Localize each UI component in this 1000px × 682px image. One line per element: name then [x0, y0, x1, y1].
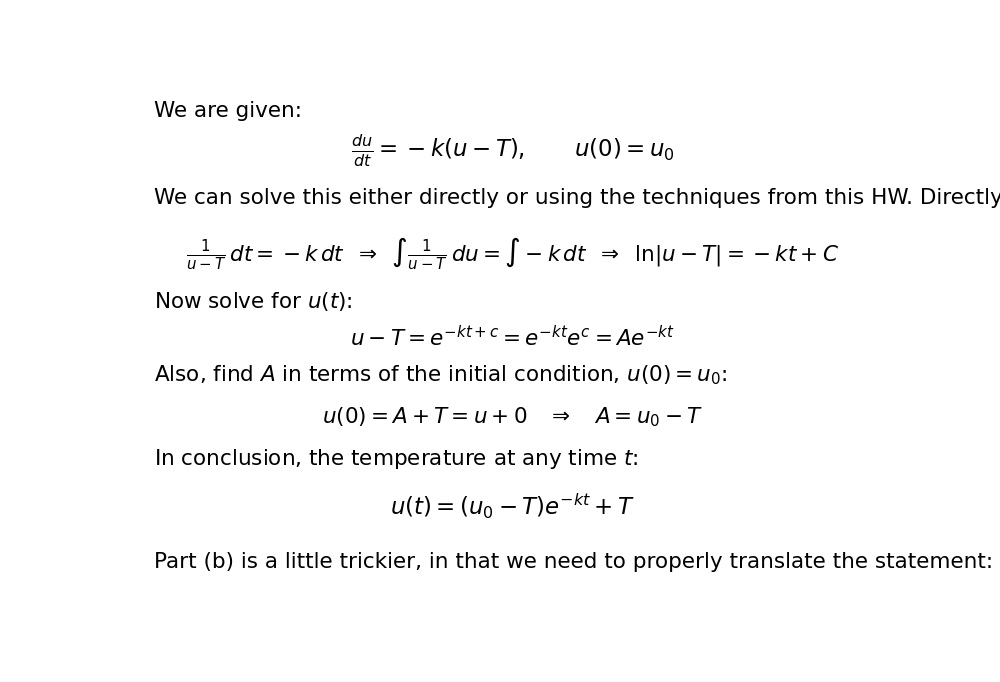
Text: $u(t) = (u_0 - T)e^{-kt} + T$: $u(t) = (u_0 - T)e^{-kt} + T$	[390, 491, 635, 521]
Text: We can solve this either directly or using the techniques from this HW. Directly: We can solve this either directly or usi…	[154, 188, 1000, 209]
Text: Now solve for $u(t)$:: Now solve for $u(t)$:	[154, 290, 353, 313]
Text: In conclusion, the temperature at any time $t$:: In conclusion, the temperature at any ti…	[154, 447, 639, 471]
Text: Also, find $A$ in terms of the initial condition, $u(0) = u_0$:: Also, find $A$ in terms of the initial c…	[154, 363, 728, 387]
Text: Part (b) is a little trickier, in that we need to properly translate the stateme: Part (b) is a little trickier, in that w…	[154, 552, 994, 572]
Text: $u(0) = A + T = u + 0 \quad \Rightarrow \quad A = u_0 - T$: $u(0) = A + T = u + 0 \quad \Rightarrow …	[322, 405, 703, 429]
Text: We are given:: We are given:	[154, 101, 302, 121]
Text: $u - T = e^{-kt+c} = e^{-kt}e^{c} = Ae^{-kt}$: $u - T = e^{-kt+c} = e^{-kt}e^{c} = Ae^{…	[350, 325, 675, 350]
Text: $\frac{du}{dt} = -k(u - T), \qquad u(0) = u_0$: $\frac{du}{dt} = -k(u - T), \qquad u(0) …	[351, 133, 674, 169]
Text: $\frac{1}{u-T}\,dt = -k\,dt \;\;\Rightarrow\;\; \int \frac{1}{u-T}\,du = \int -k: $\frac{1}{u-T}\,dt = -k\,dt \;\;\Rightar…	[186, 236, 839, 272]
